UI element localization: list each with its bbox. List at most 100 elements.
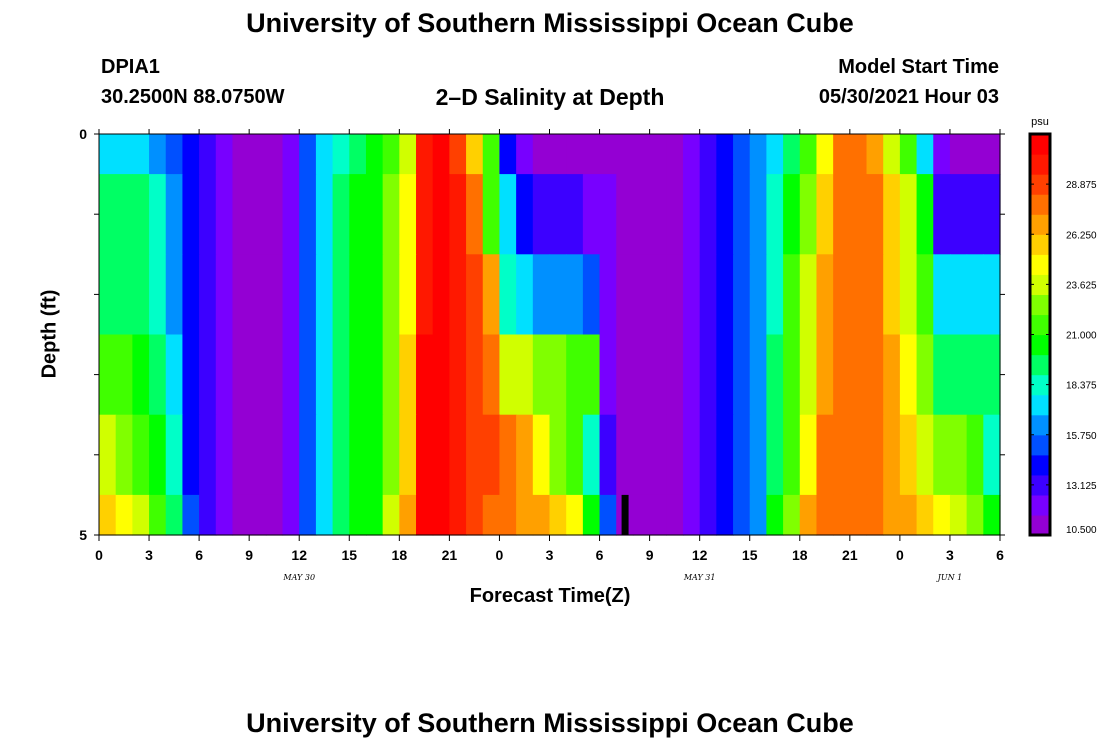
colorbar-swatch	[1030, 274, 1050, 295]
heatmap-cell	[99, 334, 117, 416]
heatmap-cell	[315, 174, 334, 255]
heatmap-cell	[149, 334, 167, 416]
date-label: MAY 31	[683, 573, 716, 582]
heatmap-cell	[682, 334, 701, 416]
heatmap-cell	[582, 334, 601, 416]
heatmap-cell	[949, 174, 968, 255]
heatmap-cell	[949, 134, 968, 175]
heatmap-cell	[432, 134, 450, 175]
heatmap-cell	[215, 174, 234, 255]
station-id: DPIA1	[101, 56, 160, 78]
heatmap-cell	[449, 494, 467, 536]
heatmap-cell	[365, 254, 384, 336]
heatmap-cell	[666, 174, 684, 255]
heatmap-cell	[933, 254, 951, 336]
heatmap-cell	[983, 494, 1001, 536]
heatmap-cell	[132, 174, 150, 255]
heatmap-cell	[115, 494, 133, 536]
heatmap-cell	[666, 334, 684, 416]
heatmap-cell	[399, 254, 417, 336]
x-tick-label: 9	[245, 547, 253, 563]
colorbar-swatch	[1030, 214, 1050, 235]
heatmap-cell	[716, 414, 734, 496]
heatmap-cell	[132, 414, 150, 496]
heatmap-cell	[632, 334, 651, 416]
x-tick-label: 0	[496, 547, 504, 563]
x-tick-label: 3	[946, 547, 954, 563]
page-title: University of Southern Mississippi Ocean…	[246, 8, 854, 38]
heatmap-cell	[299, 494, 317, 536]
heatmap-cell	[299, 254, 317, 336]
heatmap-cell	[966, 494, 984, 536]
heatmap-cell	[916, 174, 934, 255]
heatmap-cell	[783, 494, 801, 536]
heatmap-cell	[632, 134, 651, 175]
heatmap-cell	[916, 334, 934, 416]
x-tick-label: 0	[896, 547, 904, 563]
heatmap-cell	[766, 254, 784, 336]
heatmap-cell	[816, 254, 834, 336]
heatmap-cell	[482, 174, 501, 255]
heatmap-cell	[349, 494, 367, 536]
heatmap-cell	[666, 134, 684, 175]
colorbar-swatch	[1030, 394, 1050, 416]
heatmap-cell	[382, 414, 400, 496]
heatmap-cell	[332, 254, 350, 336]
heatmap-cell	[699, 254, 717, 336]
heatmap-cell	[833, 334, 851, 416]
heatmap-cell	[282, 494, 300, 536]
heatmap-cell	[566, 334, 584, 416]
heatmap-cell	[966, 334, 984, 416]
y-tick-label: 5	[79, 527, 87, 543]
heatmap-cell	[899, 254, 918, 336]
heatmap-cell	[399, 334, 417, 416]
heatmap-cell	[849, 134, 868, 175]
heatmap-cell	[649, 414, 667, 496]
heatmap-cell	[816, 494, 834, 536]
colorbar: psu 28.875 26.250 23.625 21.000 18.375 15.750 1…	[1028, 116, 1097, 537]
heatmap-cell	[165, 334, 184, 416]
heatmap-cell	[232, 134, 250, 175]
x-tick-label: 12	[291, 547, 307, 563]
heatmap-cell	[466, 334, 484, 416]
heatmap-cell	[149, 414, 167, 496]
y-tick-label: 0	[79, 126, 87, 142]
heatmap-cell	[315, 414, 334, 496]
heatmap-cell	[115, 334, 133, 416]
x-tick-label: 0	[95, 547, 103, 563]
heatmap-cell	[682, 134, 701, 175]
heatmap-cell	[866, 254, 884, 336]
x-tick-label: 15	[341, 547, 357, 563]
heatmap-cell	[115, 174, 133, 255]
heatmap-cell	[449, 174, 467, 255]
heatmap-cell	[399, 494, 417, 536]
heatmap-cell	[632, 494, 651, 536]
heatmap-cell	[532, 134, 551, 175]
heatmap-cell	[165, 494, 184, 536]
heatmap-cell	[783, 134, 801, 175]
heatmap-cell	[416, 134, 434, 175]
heatmap-cell	[599, 174, 617, 255]
colorbar-unit: psu	[1031, 116, 1049, 128]
heatmap-cell	[733, 414, 751, 496]
heatmap-cell	[382, 134, 400, 175]
colorbar-swatch	[1030, 434, 1050, 456]
heatmap-cell	[299, 414, 317, 496]
heatmap-cell	[482, 134, 501, 175]
heatmap-cell	[332, 334, 350, 416]
colorbar-swatch	[1030, 514, 1050, 536]
heatmap-cell	[899, 134, 918, 175]
heatmap-cell	[365, 134, 384, 175]
heatmap-cell	[532, 334, 551, 416]
heatmap-cell	[816, 334, 834, 416]
heatmap-cell	[899, 414, 918, 496]
heatmap-cell	[466, 414, 484, 496]
heatmap-cell	[466, 494, 484, 536]
heatmap-cell	[866, 334, 884, 416]
heatmap-cell	[365, 334, 384, 416]
heatmap-cell	[199, 494, 217, 536]
heatmap-cell	[966, 174, 984, 255]
heatmap-cell	[849, 414, 868, 496]
heatmap-cell	[749, 134, 768, 175]
heatmap-cell	[482, 494, 501, 536]
